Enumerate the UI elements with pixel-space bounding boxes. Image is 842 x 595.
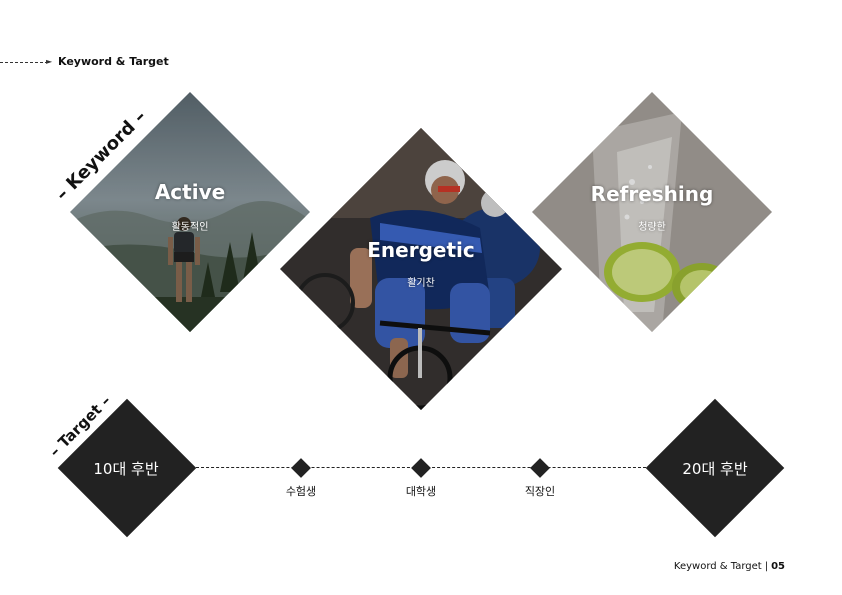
footer-separator: | [764, 561, 769, 572]
target-step-marker [291, 458, 311, 478]
keyword-card-active: Active 활동적인 [70, 92, 310, 332]
road-cyclists-racing-photo [280, 128, 562, 410]
page-number: 05 [771, 561, 785, 572]
keyword-title-active: Active [154, 180, 226, 204]
target-end-label: 20대 후반 [682, 460, 748, 478]
keyword-subtitle-active: 활동적인 [171, 222, 209, 233]
target-step-label: 직장인 [524, 485, 556, 498]
target-step-marker [411, 458, 431, 478]
keyword-title-refreshing: Refreshing [590, 182, 714, 206]
soda-glass-with-lime-photo [532, 92, 772, 332]
keyword-subtitle-energetic: 활기찬 [407, 278, 435, 289]
target-start-label: 10대 후반 [93, 460, 159, 478]
keyword-card-refreshing: Refreshing 청량한 [532, 92, 772, 332]
arrow-right-icon: ► [46, 57, 53, 66]
target-step-marker [530, 458, 550, 478]
keyword-subtitle-refreshing: 청량한 [638, 222, 666, 233]
keyword-title-energetic: Energetic [367, 238, 475, 262]
target-step-label: 대학생 [405, 485, 437, 498]
keyword-card-energetic: Energetic 활기찬 [280, 128, 562, 410]
footer-section-title: Keyword & Target [673, 561, 762, 572]
page-footer: Keyword & Target | 05 [674, 561, 785, 572]
target-step-label: 수험생 [285, 485, 317, 498]
header-title: Keyword & Target [58, 55, 169, 68]
hiker-on-mountain-photo [70, 92, 310, 332]
header-dashed-line [0, 62, 48, 63]
